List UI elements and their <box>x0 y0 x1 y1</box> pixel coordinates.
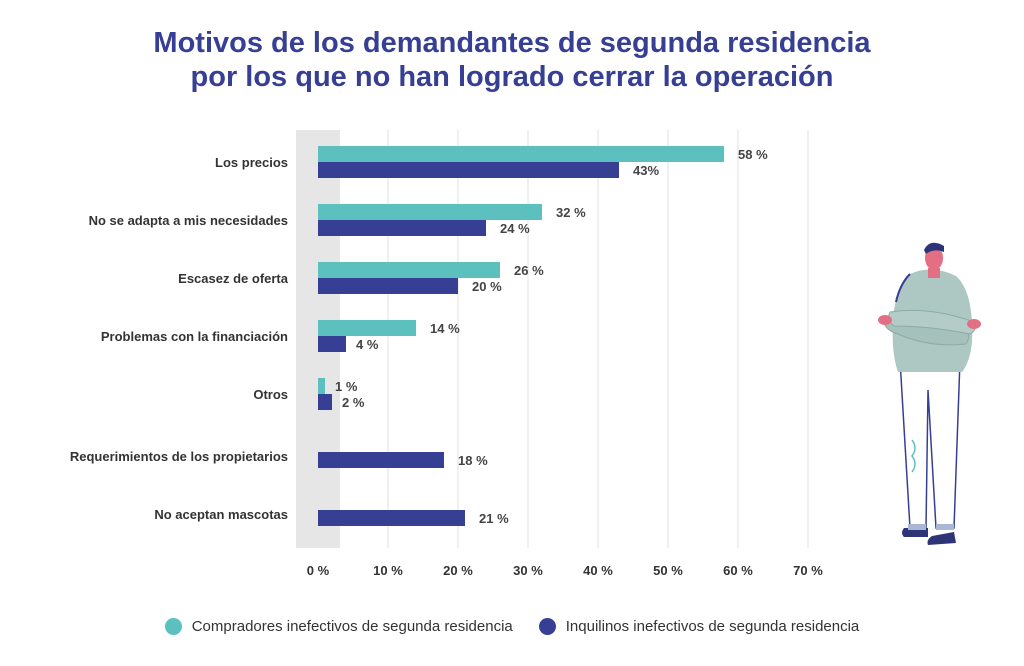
value-label-inquilinos-requerimientos-de-los-propietarios: 18 % <box>458 453 488 468</box>
x-tick-label-50: 50 % <box>653 563 683 578</box>
x-tick-label-40: 40 % <box>583 563 613 578</box>
person-illustration <box>878 242 981 545</box>
legend-label-compradores: Compradores inefectivos de segunda resid… <box>191 618 513 635</box>
x-tick-label-0: 0 % <box>307 563 330 578</box>
value-label-inquilinos-escasez-de-oferta: 20 % <box>472 279 502 294</box>
bar-compradores-no-se-adapta-a-mis-necesidades <box>318 204 542 220</box>
value-label-compradores-problemas-con-la-financiacion: 14 % <box>430 321 460 336</box>
legend-label-inquilinos: Inquilinos inefectivos de segunda reside… <box>565 618 860 635</box>
category-label-otros: Otros <box>253 387 288 402</box>
legend-item-compradores: Compradores inefectivos de segunda resid… <box>164 618 513 635</box>
value-label-compradores-otros: 1 % <box>335 379 358 394</box>
legend-item-inquilinos: Inquilinos inefectivos de segunda reside… <box>538 618 860 635</box>
value-label-inquilinos-no-aceptan-mascotas: 21 % <box>479 511 509 526</box>
category-label-requerimientos-de-los-propietarios: Requerimientos de los propietarios <box>70 449 288 464</box>
bar-inquilinos-los-precios <box>318 162 619 178</box>
chart-title-line-2: por los que no han logrado cerrar la ope… <box>190 61 834 93</box>
bar-inquilinos-otros <box>318 394 332 410</box>
category-label-no-se-adapta-a-mis-necesidades: No se adapta a mis necesidades <box>89 213 288 228</box>
value-label-inquilinos-problemas-con-la-financiacion: 4 % <box>356 337 379 352</box>
x-tick-label-10: 10 % <box>373 563 403 578</box>
value-label-compradores-escasez-de-oferta: 26 % <box>514 263 544 278</box>
value-label-inquilinos-no-se-adapta-a-mis-necesidades: 24 % <box>500 221 530 236</box>
x-tick-label-70: 70 % <box>793 563 823 578</box>
bar-compradores-otros <box>318 378 325 394</box>
bar-inquilinos-no-aceptan-mascotas <box>318 510 465 526</box>
legend-swatch-compradores <box>164 618 182 635</box>
bar-inquilinos-escasez-de-oferta <box>318 278 458 294</box>
value-label-compradores-los-precios: 58 % <box>738 147 768 162</box>
chart-title: Motivos de los demandantes de segunda re… <box>0 26 1024 94</box>
category-label-escasez-de-oferta: Escasez de oferta <box>178 271 289 286</box>
bar-compradores-escasez-de-oferta <box>318 262 500 278</box>
category-label-los-precios: Los precios <box>215 155 288 170</box>
value-label-inquilinos-los-precios: 43% <box>633 163 659 178</box>
x-tick-label-20: 20 % <box>443 563 473 578</box>
value-label-inquilinos-otros: 2 % <box>342 395 365 410</box>
category-label-problemas-con-la-financiacion: Problemas con la financiación <box>101 329 288 344</box>
bar-inquilinos-requerimientos-de-los-propietarios <box>318 452 444 468</box>
x-tick-label-30: 30 % <box>513 563 543 578</box>
bar-inquilinos-no-se-adapta-a-mis-necesidades <box>318 220 486 236</box>
bar-compradores-problemas-con-la-financiacion <box>318 320 416 336</box>
legend: Compradores inefectivos de segunda resid… <box>0 618 1024 635</box>
chart-title-line-1: Motivos de los demandantes de segunda re… <box>153 27 871 59</box>
value-label-compradores-no-se-adapta-a-mis-necesidades: 32 % <box>556 205 586 220</box>
category-label-no-aceptan-mascotas: No aceptan mascotas <box>154 507 288 522</box>
legend-swatch-inquilinos <box>538 618 556 635</box>
x-tick-label-60: 60 % <box>723 563 753 578</box>
bar-inquilinos-problemas-con-la-financiacion <box>318 336 346 352</box>
bar-compradores-los-precios <box>318 146 724 162</box>
